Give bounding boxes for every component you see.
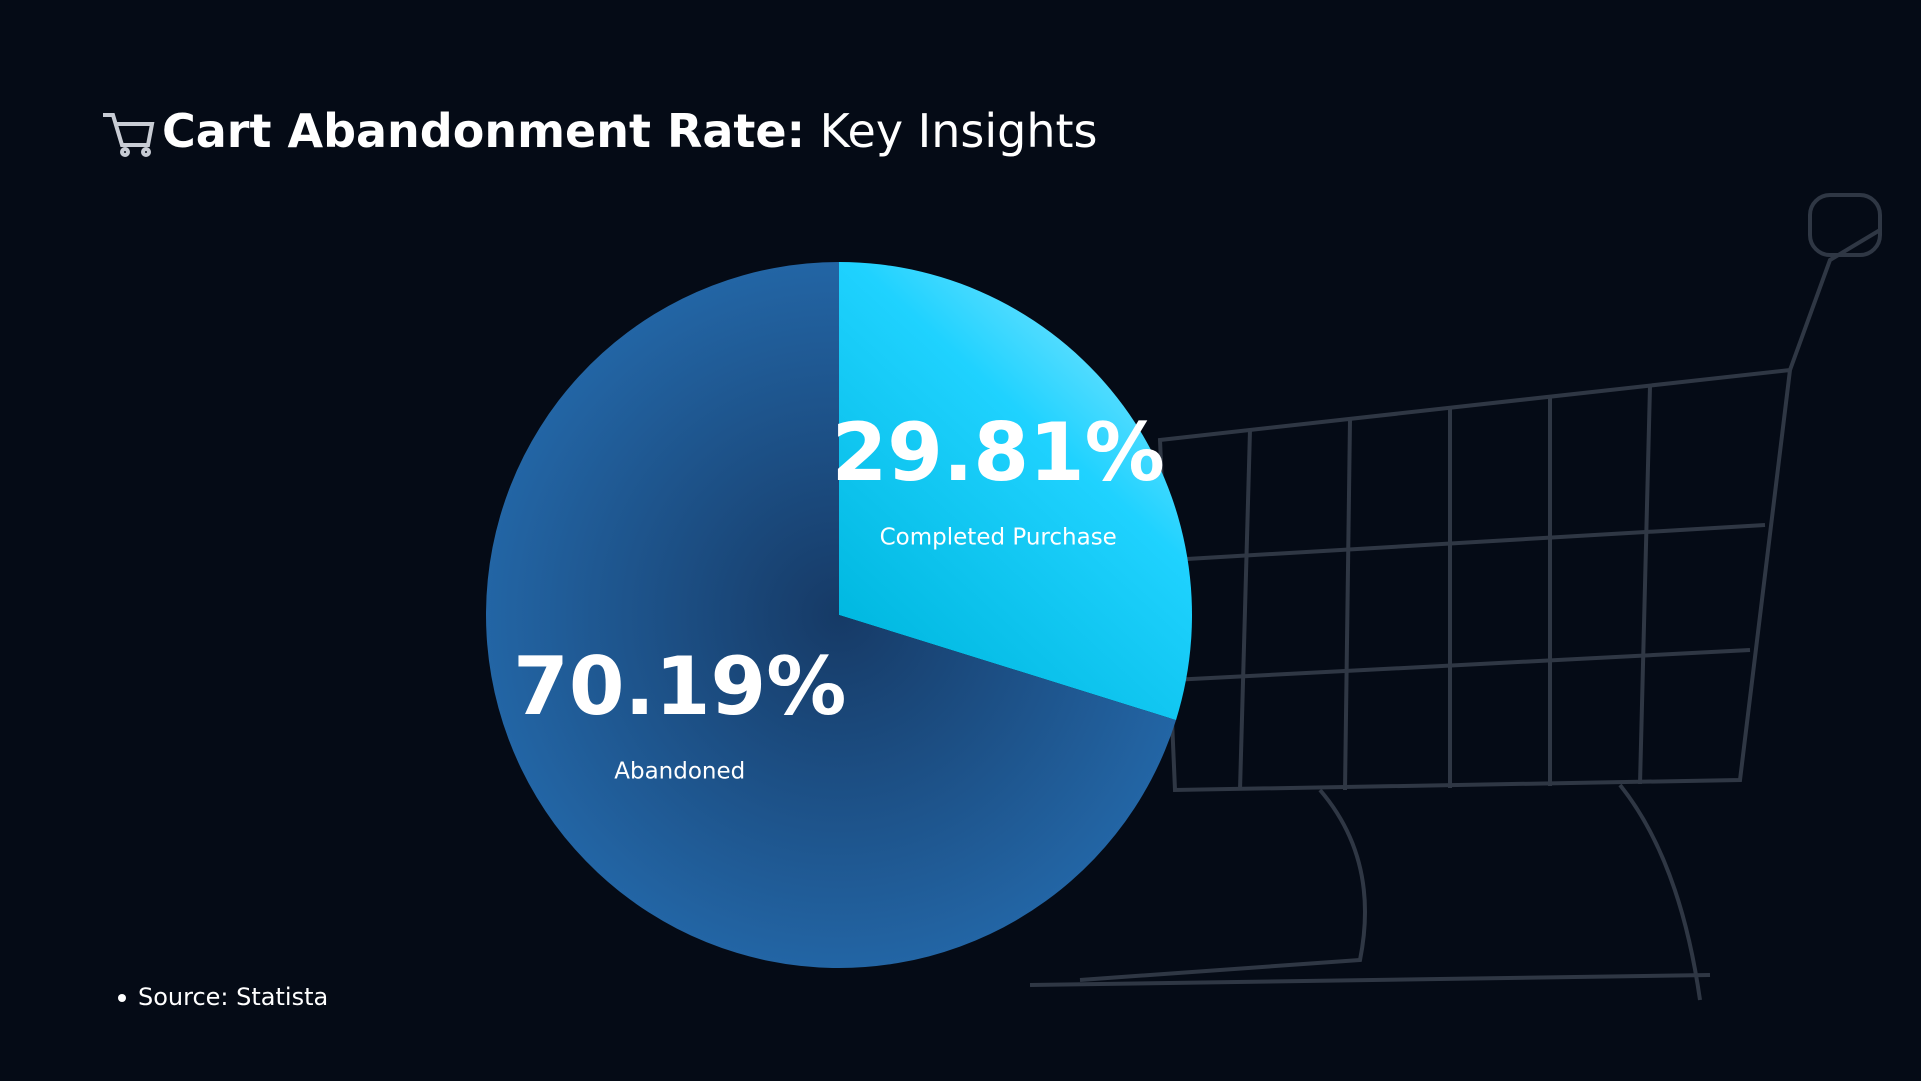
bullet [118,994,126,1002]
chart-title: Cart Abandonment Rate: Key Insights [162,104,1097,158]
title-light: Key Insights [820,104,1098,158]
category-label: Completed Purchase [880,524,1117,550]
pie-slice [485,262,1177,968]
value-label: 70.19% [513,640,846,733]
category-label: Abandoned [614,759,745,785]
title-icon [103,113,155,157]
cart-background [1029,193,1882,1001]
title-bold: Cart Abandonment Rate: [162,104,805,158]
value-label: 29.81% [832,406,1165,499]
source-note: Source: Statista [138,983,328,1011]
pie-slice [839,262,1192,721]
